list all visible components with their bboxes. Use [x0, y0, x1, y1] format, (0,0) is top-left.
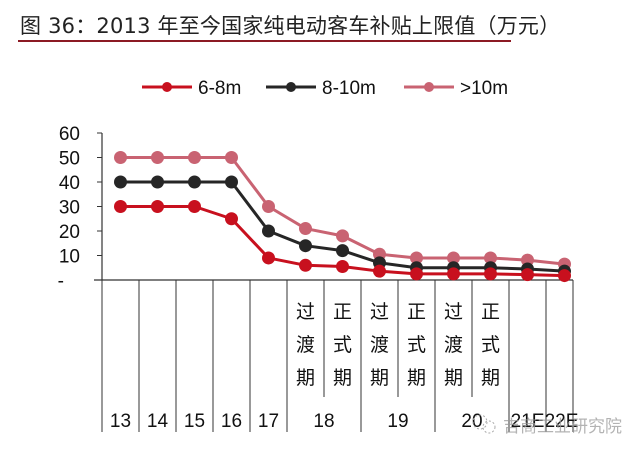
data-point	[188, 200, 201, 213]
legend-label: >10m	[460, 78, 508, 99]
data-point	[299, 222, 312, 236]
year-label: 13	[110, 411, 131, 432]
y-tick-label: 20	[59, 222, 80, 243]
y-tick-label: 40	[59, 173, 80, 194]
data-point	[447, 251, 460, 265]
watermark-logo-icon	[472, 414, 488, 430]
data-point	[225, 175, 238, 189]
phase-label-char: 式	[407, 334, 426, 356]
data-point	[188, 175, 201, 189]
year-label: 18	[313, 411, 334, 432]
data-point	[262, 200, 275, 213]
legend-label: 6-8m	[198, 78, 241, 99]
data-point	[484, 251, 497, 265]
data-point	[262, 251, 275, 265]
legend-item: 8-10m	[266, 78, 376, 99]
chart-series	[114, 151, 571, 283]
watermark-logo-icon	[482, 420, 496, 434]
year-label: 15	[184, 411, 205, 432]
y-tick-label: 60	[59, 124, 80, 145]
data-point	[151, 151, 164, 164]
phase-label-char: 过	[296, 301, 315, 323]
phase-label-char: 渡	[370, 334, 389, 356]
data-point	[299, 239, 312, 253]
data-point	[114, 151, 127, 164]
year-label: 20	[461, 411, 482, 432]
phase-label-char: 式	[481, 334, 500, 356]
data-point	[299, 258, 312, 272]
data-point	[151, 200, 164, 213]
legend-item: >10m	[404, 78, 508, 99]
y-tick-label: 30	[59, 198, 80, 219]
chart-legend: 6-8m 8-10m >10m	[142, 78, 508, 99]
y-tick-label: 10	[59, 247, 80, 268]
data-point	[410, 267, 423, 281]
series-6-8m	[114, 200, 571, 283]
legend-marker-icon	[424, 82, 434, 92]
phase-label-char: 渡	[296, 334, 315, 356]
y-tick-label: 50	[59, 149, 80, 170]
data-point	[558, 269, 571, 283]
year-label: 21E	[511, 411, 545, 432]
phase-label-char: 式	[333, 334, 352, 356]
watermark: 吉商工业研究院	[472, 414, 622, 437]
year-label: 19	[387, 411, 408, 432]
data-point	[188, 151, 201, 164]
year-label: 14	[147, 411, 169, 432]
phase-label-char: 期	[444, 367, 463, 389]
y-axis: 60 50 40 30 20 10 -	[58, 124, 103, 292]
legend-marker-icon	[162, 82, 172, 92]
data-point	[114, 200, 127, 213]
phase-label-char: 正	[333, 301, 352, 323]
phase-label-char: 期	[481, 367, 500, 389]
data-point	[484, 267, 497, 281]
phase-label-char: 正	[481, 301, 500, 323]
data-point	[114, 175, 127, 189]
phase-label-char: 渡	[444, 334, 463, 356]
data-point	[151, 175, 164, 189]
phase-label-char: 期	[296, 367, 315, 389]
y-tick-label: -	[58, 271, 64, 292]
legend-marker-icon	[286, 82, 296, 92]
data-point	[225, 212, 238, 226]
phase-label-char: 期	[407, 367, 426, 389]
phase-label-char: 正	[407, 301, 426, 323]
data-point	[225, 151, 238, 164]
data-point	[262, 224, 275, 238]
data-point	[336, 260, 349, 274]
data-point	[521, 268, 534, 282]
data-point	[447, 267, 460, 281]
legend-item: 6-8m	[142, 78, 241, 99]
phase-label-char: 期	[370, 367, 389, 389]
data-point	[410, 251, 423, 265]
year-label: 22E	[545, 411, 579, 432]
title-underline	[18, 40, 511, 42]
legend-label: 8-10m	[322, 78, 376, 99]
year-label: 17	[258, 411, 279, 432]
data-point	[336, 244, 349, 258]
phase-label-char: 过	[444, 301, 463, 323]
phase-label-char: 过	[370, 301, 389, 323]
chart-title: 图 36：2013 年至今国家纯电动客车补贴上限值（万元）	[20, 14, 561, 38]
watermark-text: 吉商工业研究院	[503, 417, 622, 437]
year-label: 16	[221, 411, 242, 432]
data-point	[373, 264, 386, 278]
phase-label-char: 期	[333, 367, 352, 389]
data-point	[336, 229, 349, 243]
